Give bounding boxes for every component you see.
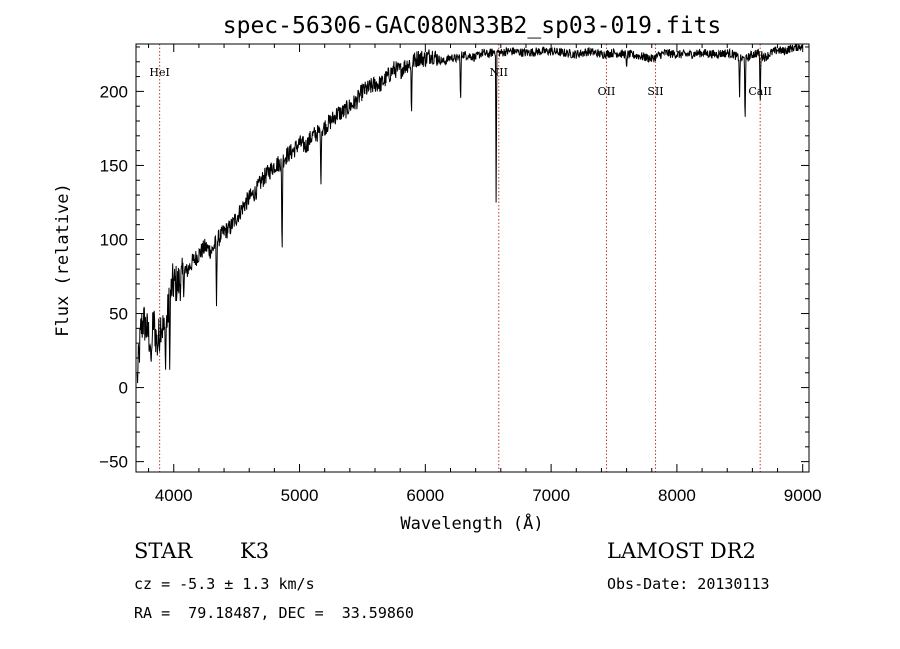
plot-frame <box>135 43 810 473</box>
axis-ticks: 4000 5000 6000 7000 8000 9000 −50 0 50 100 150 200 <box>99 44 822 505</box>
x-tick-label: 8000 <box>658 486 696 505</box>
spectrum-line <box>136 44 804 384</box>
line-label-sii: SII <box>647 85 663 98</box>
observation-date: Obs-Date: 20130113 <box>607 575 770 593</box>
y-tick-label: 100 <box>100 230 128 249</box>
y-tick-label: 50 <box>109 305 128 324</box>
survey-name: LAMOST DR2 <box>607 539 756 563</box>
line-label-nii: NII <box>490 66 508 79</box>
y-tick-label: −50 <box>99 453 128 472</box>
coordinates: RA = 79.18487, DEC = 33.59860 <box>134 604 414 622</box>
line-label-hei: HeI <box>149 66 169 79</box>
x-tick-label: 9000 <box>784 486 822 505</box>
spectral-subclass: K3 <box>240 539 270 563</box>
x-tick-label: 5000 <box>281 486 319 505</box>
line-label-oii: OII <box>598 85 616 98</box>
y-axis-label: Flux (relative) <box>53 183 73 337</box>
chart-title: spec-56306-GAC080N33B2_sp03-019.fits <box>223 13 722 39</box>
x-tick-label: 4000 <box>155 486 193 505</box>
x-axis-label: Wavelength (Å) <box>400 512 543 534</box>
redshift-velocity: cz = -5.3 ± 1.3 km/s <box>134 575 315 593</box>
y-tick-label: 150 <box>100 156 128 175</box>
x-tick-label: 6000 <box>406 486 444 505</box>
object-type: STAR <box>134 539 193 563</box>
y-tick-label: 0 <box>119 379 128 398</box>
y-tick-label: 200 <box>100 82 128 101</box>
x-tick-label: 7000 <box>532 486 570 505</box>
